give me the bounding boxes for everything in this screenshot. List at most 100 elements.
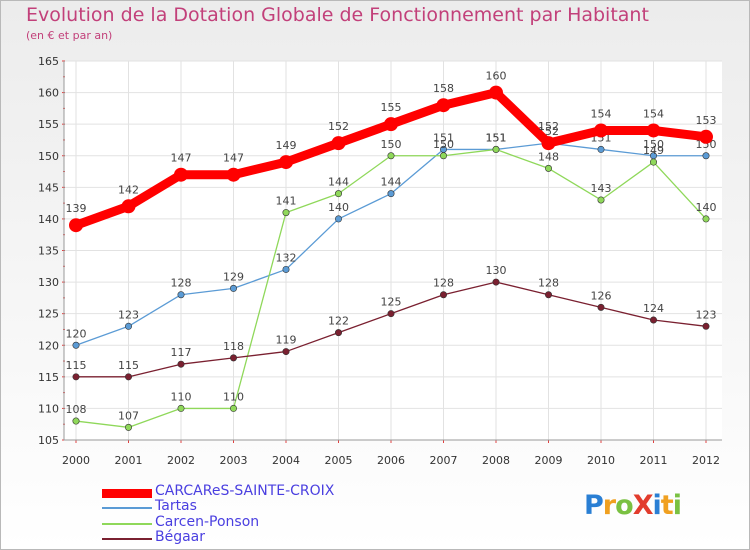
- legend-swatch: [102, 523, 152, 525]
- point-carcares-sainte-croix-2011: [646, 123, 661, 138]
- data-label-carcares-sainte-croix-2000: 139: [66, 202, 87, 215]
- data-label-carcares-sainte-croix-2002: 147: [171, 152, 192, 165]
- y-tick-label-5: 130: [38, 276, 59, 289]
- legend-label: CARCAReS-SAINTE-CROIX: [155, 483, 335, 499]
- x-tick-label-12: 2012: [692, 454, 720, 467]
- point-carcares-sainte-croix-2001: [121, 199, 136, 214]
- data-label-carcares-sainte-croix-2007: 158: [433, 82, 454, 95]
- x-tick-label-10: 2010: [587, 454, 615, 467]
- point-begaar-2003: [230, 354, 238, 362]
- data-label-begaar-2004: 119: [276, 334, 297, 347]
- point-begaar-2009: [544, 291, 552, 299]
- data-label-begaar-2001: 115: [118, 359, 139, 372]
- y-tick-label-1: 110: [38, 402, 59, 415]
- point-carcen-ponson-2003: [230, 404, 238, 412]
- legend-swatch: [102, 538, 152, 540]
- data-label-begaar-2010: 126: [591, 289, 612, 302]
- x-tick-label-3: 2003: [220, 454, 248, 467]
- point-carcares-sainte-croix-2003: [226, 167, 241, 182]
- data-label-begaar-2000: 115: [66, 359, 87, 372]
- point-carcen-ponson-2008: [492, 145, 500, 153]
- y-tick-label-10: 155: [38, 118, 59, 131]
- point-carcen-ponson-2009: [544, 164, 552, 172]
- point-carcares-sainte-croix-2002: [174, 167, 188, 182]
- data-label-tartas-2001: 123: [118, 308, 139, 321]
- x-tick-label-8: 2008: [482, 454, 510, 467]
- data-label-tartas-2007: 151: [433, 131, 454, 144]
- logo-letter: i: [652, 490, 662, 521]
- logo-letter: X: [632, 490, 654, 521]
- point-carcen-ponson-2005: [334, 190, 342, 198]
- data-label-begaar-2003: 118: [223, 340, 244, 353]
- legend-swatch: [102, 489, 152, 498]
- data-label-carcares-sainte-croix-2006: 155: [381, 101, 402, 114]
- y-tick-label-4: 125: [38, 308, 59, 321]
- data-label-carcen-ponson-2005: 144: [328, 176, 349, 189]
- x-tick-label-2: 2002: [167, 454, 195, 467]
- point-tartas-2003: [230, 284, 238, 292]
- data-label-begaar-2011: 124: [643, 302, 664, 315]
- point-begaar-2006: [387, 310, 395, 318]
- point-carcen-ponson-2006: [387, 152, 395, 160]
- data-label-begaar-2009: 128: [538, 277, 559, 290]
- data-label-carcares-sainte-croix-2012: 153: [696, 114, 717, 127]
- data-label-tartas-2008: 151: [486, 131, 507, 144]
- x-tick-label-0: 2000: [62, 454, 90, 467]
- data-label-carcen-ponson-2004: 141: [276, 195, 297, 208]
- data-label-begaar-2007: 128: [433, 277, 454, 290]
- point-carcares-sainte-croix-2010: [594, 123, 608, 138]
- data-label-tartas-2004: 132: [276, 251, 297, 264]
- point-carcen-ponson-2012: [702, 215, 710, 223]
- data-label-carcen-ponson-2001: 107: [118, 409, 139, 422]
- point-carcen-ponson-2007: [439, 152, 447, 160]
- y-tick-label-8: 145: [38, 181, 59, 194]
- point-carcen-ponson-2010: [597, 196, 605, 204]
- data-label-tartas-2011: 150: [643, 138, 664, 151]
- point-tartas-2004: [282, 265, 290, 273]
- data-label-carcen-ponson-2011: 149: [643, 144, 664, 157]
- data-label-carcen-ponson-2000: 108: [66, 403, 87, 416]
- x-tick-label-4: 2004: [272, 454, 300, 467]
- x-tick-label-11: 2011: [640, 454, 668, 467]
- point-carcares-sainte-croix-2008: [489, 85, 503, 100]
- data-label-carcares-sainte-croix-2010: 154: [591, 107, 612, 120]
- data-label-begaar-2005: 122: [328, 315, 349, 328]
- data-label-carcen-ponson-2007: 150: [433, 138, 454, 151]
- data-label-carcen-ponson-2009: 148: [538, 150, 559, 163]
- data-label-carcares-sainte-croix-2004: 149: [276, 139, 297, 152]
- data-label-carcares-sainte-croix-2008: 160: [486, 70, 507, 83]
- chart-title: Evolution de la Dotation Globale de Fonc…: [26, 4, 649, 26]
- legend-label: Bégaar: [155, 529, 206, 545]
- point-carcares-sainte-croix-2009: [541, 136, 556, 151]
- legend-label: Tartas: [155, 498, 197, 514]
- x-tick-label-9: 2009: [535, 454, 563, 467]
- data-label-carcares-sainte-croix-2001: 142: [118, 183, 139, 196]
- y-tick-label-9: 150: [38, 150, 59, 163]
- y-tick-label-7: 140: [38, 213, 59, 226]
- point-carcen-ponson-2002: [177, 404, 185, 412]
- logo-letter: P: [584, 490, 604, 521]
- point-carcen-ponson-2001: [125, 423, 133, 431]
- point-begaar-2011: [649, 316, 657, 324]
- data-label-carcen-ponson-2003: 110: [223, 390, 244, 403]
- logo-letter: r: [602, 490, 616, 521]
- y-tick-label-12: 165: [38, 55, 59, 68]
- legend-swatch: [102, 507, 152, 509]
- point-carcares-sainte-croix-2004: [279, 155, 293, 170]
- logo-letter: t: [660, 490, 674, 521]
- data-label-carcen-ponson-2012: 140: [696, 201, 717, 214]
- data-label-tartas-2002: 128: [171, 277, 192, 290]
- point-begaar-2002: [177, 360, 185, 368]
- point-carcares-sainte-croix-2012: [699, 129, 713, 144]
- data-label-begaar-2008: 130: [486, 264, 507, 277]
- point-tartas-2000: [72, 341, 80, 349]
- data-label-tartas-2006: 144: [381, 176, 402, 189]
- proxiti-logo: ProXiti: [584, 490, 682, 521]
- point-begaar-2000: [72, 373, 80, 381]
- data-label-carcares-sainte-croix-2003: 147: [223, 152, 244, 165]
- data-label-tartas-2003: 129: [223, 270, 244, 283]
- data-label-carcen-ponson-2002: 110: [171, 390, 192, 403]
- point-tartas-2001: [125, 322, 133, 330]
- data-label-carcares-sainte-croix-2005: 152: [328, 120, 349, 133]
